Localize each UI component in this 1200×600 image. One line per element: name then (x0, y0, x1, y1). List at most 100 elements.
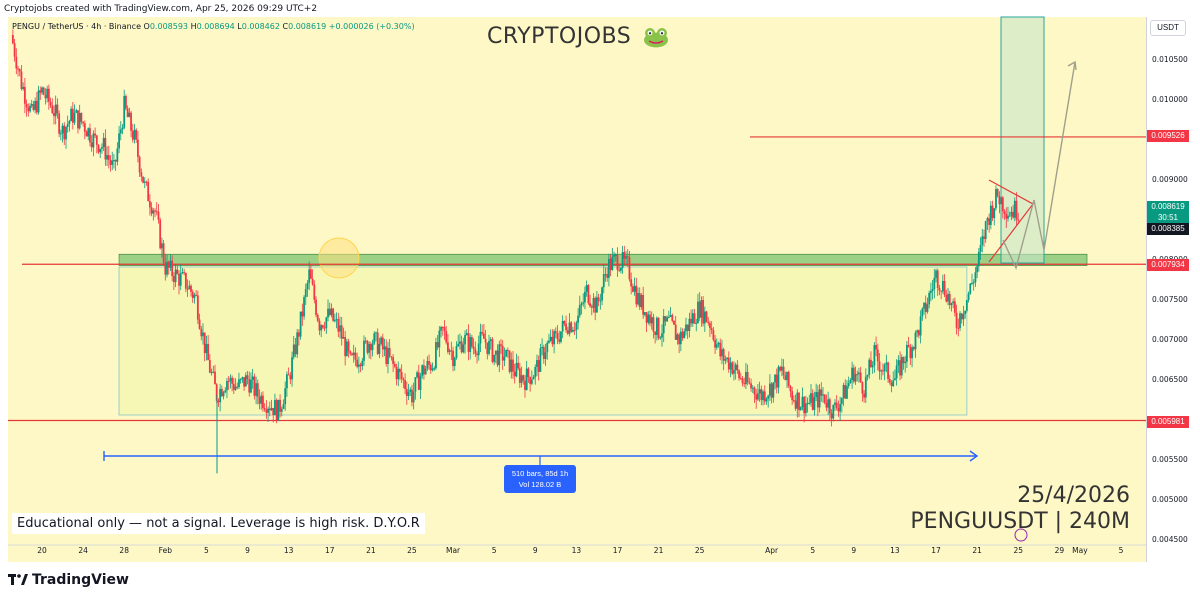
candle-body (572, 329, 574, 332)
candle-body (599, 300, 602, 302)
candle-body (354, 352, 357, 360)
candle-body (104, 137, 107, 160)
candle-body (993, 208, 996, 219)
x-tick-label: Apr (765, 546, 779, 555)
candle-body (847, 383, 850, 387)
candle-body (82, 121, 85, 124)
candle-body (68, 121, 71, 124)
candle-body (417, 372, 420, 390)
candle-body (606, 274, 609, 278)
candle-body (467, 333, 470, 352)
candle-series (11, 29, 1020, 427)
candle-body (780, 366, 783, 371)
candle-body (746, 371, 749, 383)
x-tick-label: 25 (1013, 546, 1023, 555)
candle-body (107, 155, 110, 160)
candle-body (87, 128, 90, 137)
candle-body (513, 371, 516, 377)
candle-body (191, 291, 194, 298)
candle-body (138, 156, 141, 173)
x-tick-label: 17 (325, 546, 335, 555)
candle-body (409, 389, 412, 392)
candle-body (804, 403, 807, 414)
x-tick-label: 21 (972, 546, 982, 555)
candle-body (154, 210, 156, 212)
candle-body (839, 403, 842, 412)
candle-body (924, 302, 927, 312)
y-tick-label: 0.010000 (1152, 95, 1188, 104)
candle-body (205, 343, 208, 354)
candle-body (577, 315, 579, 323)
candle-body (1003, 211, 1006, 214)
current-price-value: 0.008619 (1151, 202, 1185, 211)
candle-body (498, 344, 501, 366)
candle-body (546, 342, 549, 353)
candle-body (856, 374, 859, 376)
candle-body (178, 273, 180, 286)
candle-body (41, 87, 43, 93)
candle-body (340, 325, 343, 339)
candle-body (95, 135, 98, 145)
candle-body (226, 380, 228, 391)
candle-body (166, 261, 168, 275)
candle-body (337, 319, 340, 332)
candle-body (18, 68, 21, 72)
candle-body (666, 317, 669, 322)
candle-body (203, 332, 206, 354)
candle-body (412, 391, 415, 403)
candle-body (241, 377, 244, 380)
candle-body (887, 362, 889, 379)
candle-body (530, 379, 533, 384)
x-tick-label: 5 (1119, 546, 1124, 555)
candle-body (315, 299, 317, 315)
candle-body (520, 375, 523, 383)
candle-body (465, 333, 468, 336)
candle-body (912, 347, 915, 350)
candle-body (585, 285, 588, 292)
arrow-head (1067, 60, 1077, 71)
candle-body (90, 142, 93, 148)
candle-body (551, 336, 554, 345)
candle-body (882, 370, 884, 372)
candle-body (669, 315, 672, 317)
candle-body (349, 351, 352, 354)
candle-body (628, 257, 631, 280)
price-scale[interactable] (1146, 17, 1192, 562)
candle-body (822, 394, 824, 396)
candle-body (23, 86, 26, 104)
candle-body (827, 399, 830, 408)
x-tick-label: 20 (37, 546, 47, 555)
candle-body (470, 337, 473, 347)
candle-body (462, 344, 465, 353)
candle-body (854, 374, 857, 382)
candle-body (268, 408, 271, 411)
candle-body (724, 359, 727, 361)
candle-body (626, 256, 629, 258)
candle-body (798, 392, 800, 411)
candle-body (561, 320, 564, 332)
candle-body (176, 269, 179, 274)
candle-body (619, 267, 622, 271)
candle-body (604, 274, 607, 276)
candle-body (208, 360, 211, 373)
candle-body (214, 371, 216, 385)
price-tag-008385: 0.008385 (1147, 223, 1189, 235)
candle-body (950, 303, 953, 306)
candle-body (227, 380, 230, 382)
candle-body (135, 129, 138, 140)
candle-body (885, 362, 888, 365)
candle-body (534, 366, 537, 377)
close-value: 0.008619 (288, 22, 327, 31)
y-tick-label: 0.007000 (1152, 335, 1188, 344)
symbol-label[interactable]: PENGU / TetherUS · 4h · Binance (12, 22, 141, 31)
candle-body (479, 331, 482, 344)
candle-body (529, 377, 532, 384)
candle-body (101, 147, 103, 149)
candle-body (275, 400, 278, 421)
candle-body (160, 243, 163, 249)
currency-button[interactable]: USDT (1150, 20, 1186, 36)
tradingview-logo[interactable]: TradingView (8, 572, 129, 588)
candle-body (727, 357, 730, 370)
